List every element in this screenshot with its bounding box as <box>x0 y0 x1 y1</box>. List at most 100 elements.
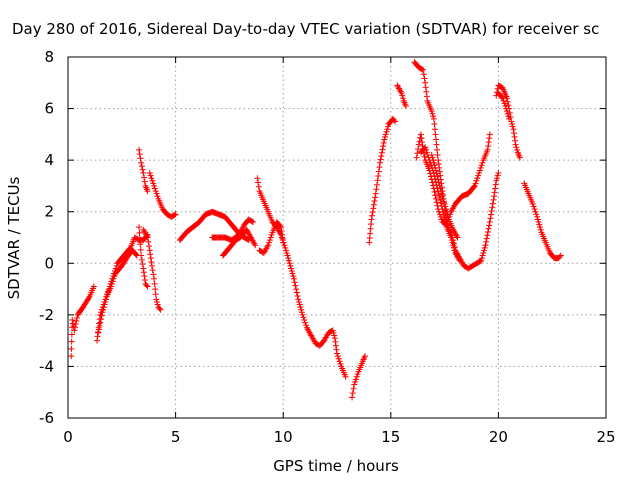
data-point <box>73 318 80 325</box>
data-point <box>433 141 440 148</box>
data-point <box>288 265 295 272</box>
data-point <box>402 102 409 109</box>
data-point <box>141 273 148 280</box>
data-point <box>153 296 160 303</box>
data-point <box>483 238 490 245</box>
data-point <box>428 108 435 115</box>
data-point <box>492 185 499 192</box>
data-point <box>430 115 437 122</box>
data-point <box>378 153 385 160</box>
data-point <box>441 200 448 207</box>
data-point <box>287 262 294 269</box>
data-point <box>285 255 292 262</box>
data-point <box>413 154 420 161</box>
data-point <box>157 306 164 313</box>
data-point <box>431 126 438 133</box>
data-point <box>279 231 286 238</box>
data-point <box>431 162 438 169</box>
data-point <box>147 172 154 179</box>
data-point <box>485 139 492 146</box>
data-point <box>443 206 450 213</box>
data-point <box>440 198 447 205</box>
data-point <box>420 66 427 73</box>
data-point <box>151 182 158 189</box>
data-point <box>294 292 301 299</box>
data-point <box>492 181 499 188</box>
data-point <box>97 319 104 326</box>
data-point <box>440 195 447 202</box>
data-point <box>283 249 290 256</box>
data-point <box>434 146 441 153</box>
data-point <box>478 162 485 169</box>
data-point <box>470 183 477 190</box>
data-point <box>486 219 493 226</box>
data-point <box>482 242 489 249</box>
data-point <box>372 190 379 197</box>
data-point <box>449 239 456 246</box>
data-point <box>153 190 160 197</box>
data-point <box>353 373 360 380</box>
data-point <box>530 203 537 210</box>
data-point <box>430 157 437 164</box>
data-point <box>277 223 284 230</box>
data-point <box>436 194 443 201</box>
data-point <box>534 213 541 220</box>
data-point <box>96 323 103 330</box>
data-point <box>94 337 101 344</box>
data-point <box>146 247 153 254</box>
data-point <box>100 304 107 311</box>
data-point <box>156 305 163 312</box>
data-point <box>480 249 487 256</box>
data-point <box>109 278 116 285</box>
data-point <box>136 235 143 242</box>
data-point <box>248 218 255 225</box>
data-point <box>108 283 115 290</box>
data-point <box>291 279 298 286</box>
data-point <box>494 172 501 179</box>
data-point <box>70 320 77 327</box>
data-point <box>440 212 447 219</box>
data-point <box>144 283 151 290</box>
data-point <box>361 353 368 360</box>
data-point <box>283 247 290 254</box>
data-point <box>415 141 422 148</box>
data-point <box>433 170 440 177</box>
data-point <box>100 306 107 313</box>
data-point <box>147 251 154 258</box>
data-point <box>136 151 143 158</box>
data-point <box>332 338 339 345</box>
y-tick-label: 8 <box>44 48 54 66</box>
data-point <box>531 206 538 213</box>
data-point <box>133 251 140 258</box>
data-point <box>299 311 306 318</box>
data-point <box>433 199 440 206</box>
data-point <box>485 142 492 149</box>
data-point <box>484 232 491 239</box>
data-point <box>471 182 478 189</box>
data-point <box>255 183 262 190</box>
data-point <box>97 316 104 323</box>
data-point <box>437 197 444 204</box>
data-point <box>443 221 450 228</box>
data-point <box>448 237 455 244</box>
data-point <box>429 154 436 161</box>
data-point <box>430 159 437 166</box>
data-point <box>68 338 75 345</box>
data-point <box>111 273 118 280</box>
data-point <box>450 242 457 249</box>
data-point <box>94 333 101 340</box>
data-point <box>252 242 259 249</box>
data-point <box>152 188 159 195</box>
data-point <box>475 172 482 179</box>
data-point <box>138 159 145 166</box>
data-point <box>265 239 272 246</box>
data-point <box>302 319 309 326</box>
data-point <box>136 229 143 236</box>
data-point <box>437 172 444 179</box>
data-point <box>138 163 145 170</box>
data-point <box>337 360 344 367</box>
data-point <box>150 271 157 278</box>
data-point <box>329 327 336 334</box>
data-point <box>139 261 146 268</box>
data-point <box>490 196 497 203</box>
